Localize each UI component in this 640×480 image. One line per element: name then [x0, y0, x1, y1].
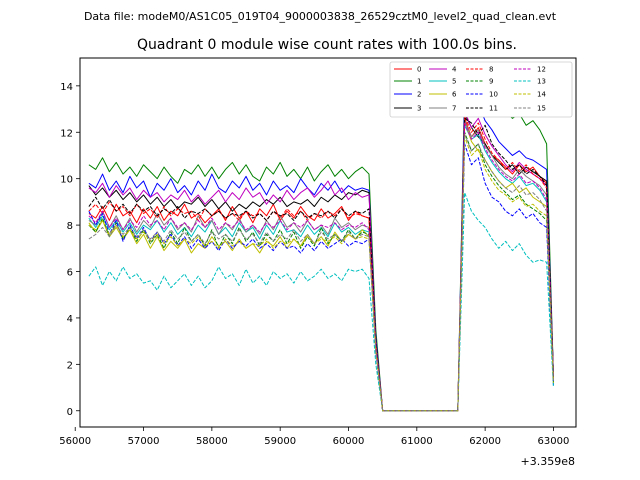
legend-label-7: 7 [452, 105, 456, 113]
x-tick-label: 63000 [538, 436, 570, 447]
y-tick-label: 8 [67, 221, 73, 232]
x-tick-label: 57000 [128, 436, 160, 447]
series-line-0 [88, 117, 554, 412]
x-tick-label: 59000 [264, 436, 296, 447]
series-line-8 [88, 115, 554, 412]
legend-label-9: 9 [489, 78, 493, 86]
y-axis: 0 2 4 6 8 10 12 14 [60, 82, 80, 418]
legend-label-15: 15 [537, 105, 546, 113]
legend-label-0: 0 [417, 66, 421, 74]
x-tick-label: 61000 [401, 436, 433, 447]
series-line-3 [88, 113, 554, 412]
legend-label-14: 14 [537, 91, 546, 99]
y-tick-label: 12 [60, 128, 73, 139]
legend-label-11: 11 [489, 105, 498, 113]
legend-label-6: 6 [452, 91, 457, 99]
legend-label-1: 1 [417, 78, 421, 86]
x-tick-label: 56000 [59, 436, 91, 447]
legend-label-8: 8 [489, 66, 493, 74]
data-file-caption: Data file: modeM0/AS1C05_019T04_90000038… [84, 10, 557, 23]
y-tick-label: 14 [60, 82, 73, 93]
legend-label-4: 4 [452, 66, 457, 74]
x-tick-label: 62000 [469, 436, 501, 447]
legend-label-2: 2 [417, 91, 421, 99]
legend-label-13: 13 [537, 78, 546, 86]
series-line-6 [88, 120, 554, 412]
series-line-10 [88, 143, 554, 412]
y-tick-label: 4 [67, 314, 73, 325]
series-line-13 [88, 192, 554, 412]
x-axis-offset-label: +3.359e8 [521, 455, 575, 468]
series-line-9 [88, 131, 554, 412]
chart-title: Quadrant 0 module wise count rates with … [137, 37, 517, 53]
legend-label-5: 5 [452, 78, 456, 86]
x-tick-label: 60000 [333, 436, 365, 447]
series-layer [88, 80, 554, 412]
legend-frame [389, 61, 573, 118]
y-tick-label: 6 [67, 268, 73, 279]
series-line-11 [88, 117, 554, 412]
y-tick-label: 2 [67, 360, 73, 371]
series-line-14 [88, 136, 554, 412]
y-tick-label: 0 [67, 407, 73, 418]
legend-label-3: 3 [417, 105, 421, 113]
y-tick-label: 10 [60, 175, 73, 186]
x-axis: 56000 57000 58000 59000 60000 61000 62000 63000 [59, 427, 569, 447]
legend-label-10: 10 [489, 91, 498, 99]
axes-frame [79, 57, 577, 428]
legend-label-12: 12 [537, 66, 546, 74]
x-tick-label: 58000 [196, 436, 228, 447]
series-line-15 [88, 134, 554, 412]
series-line-4 [88, 110, 554, 412]
series-line-12 [88, 122, 554, 412]
series-line-5 [88, 124, 554, 412]
